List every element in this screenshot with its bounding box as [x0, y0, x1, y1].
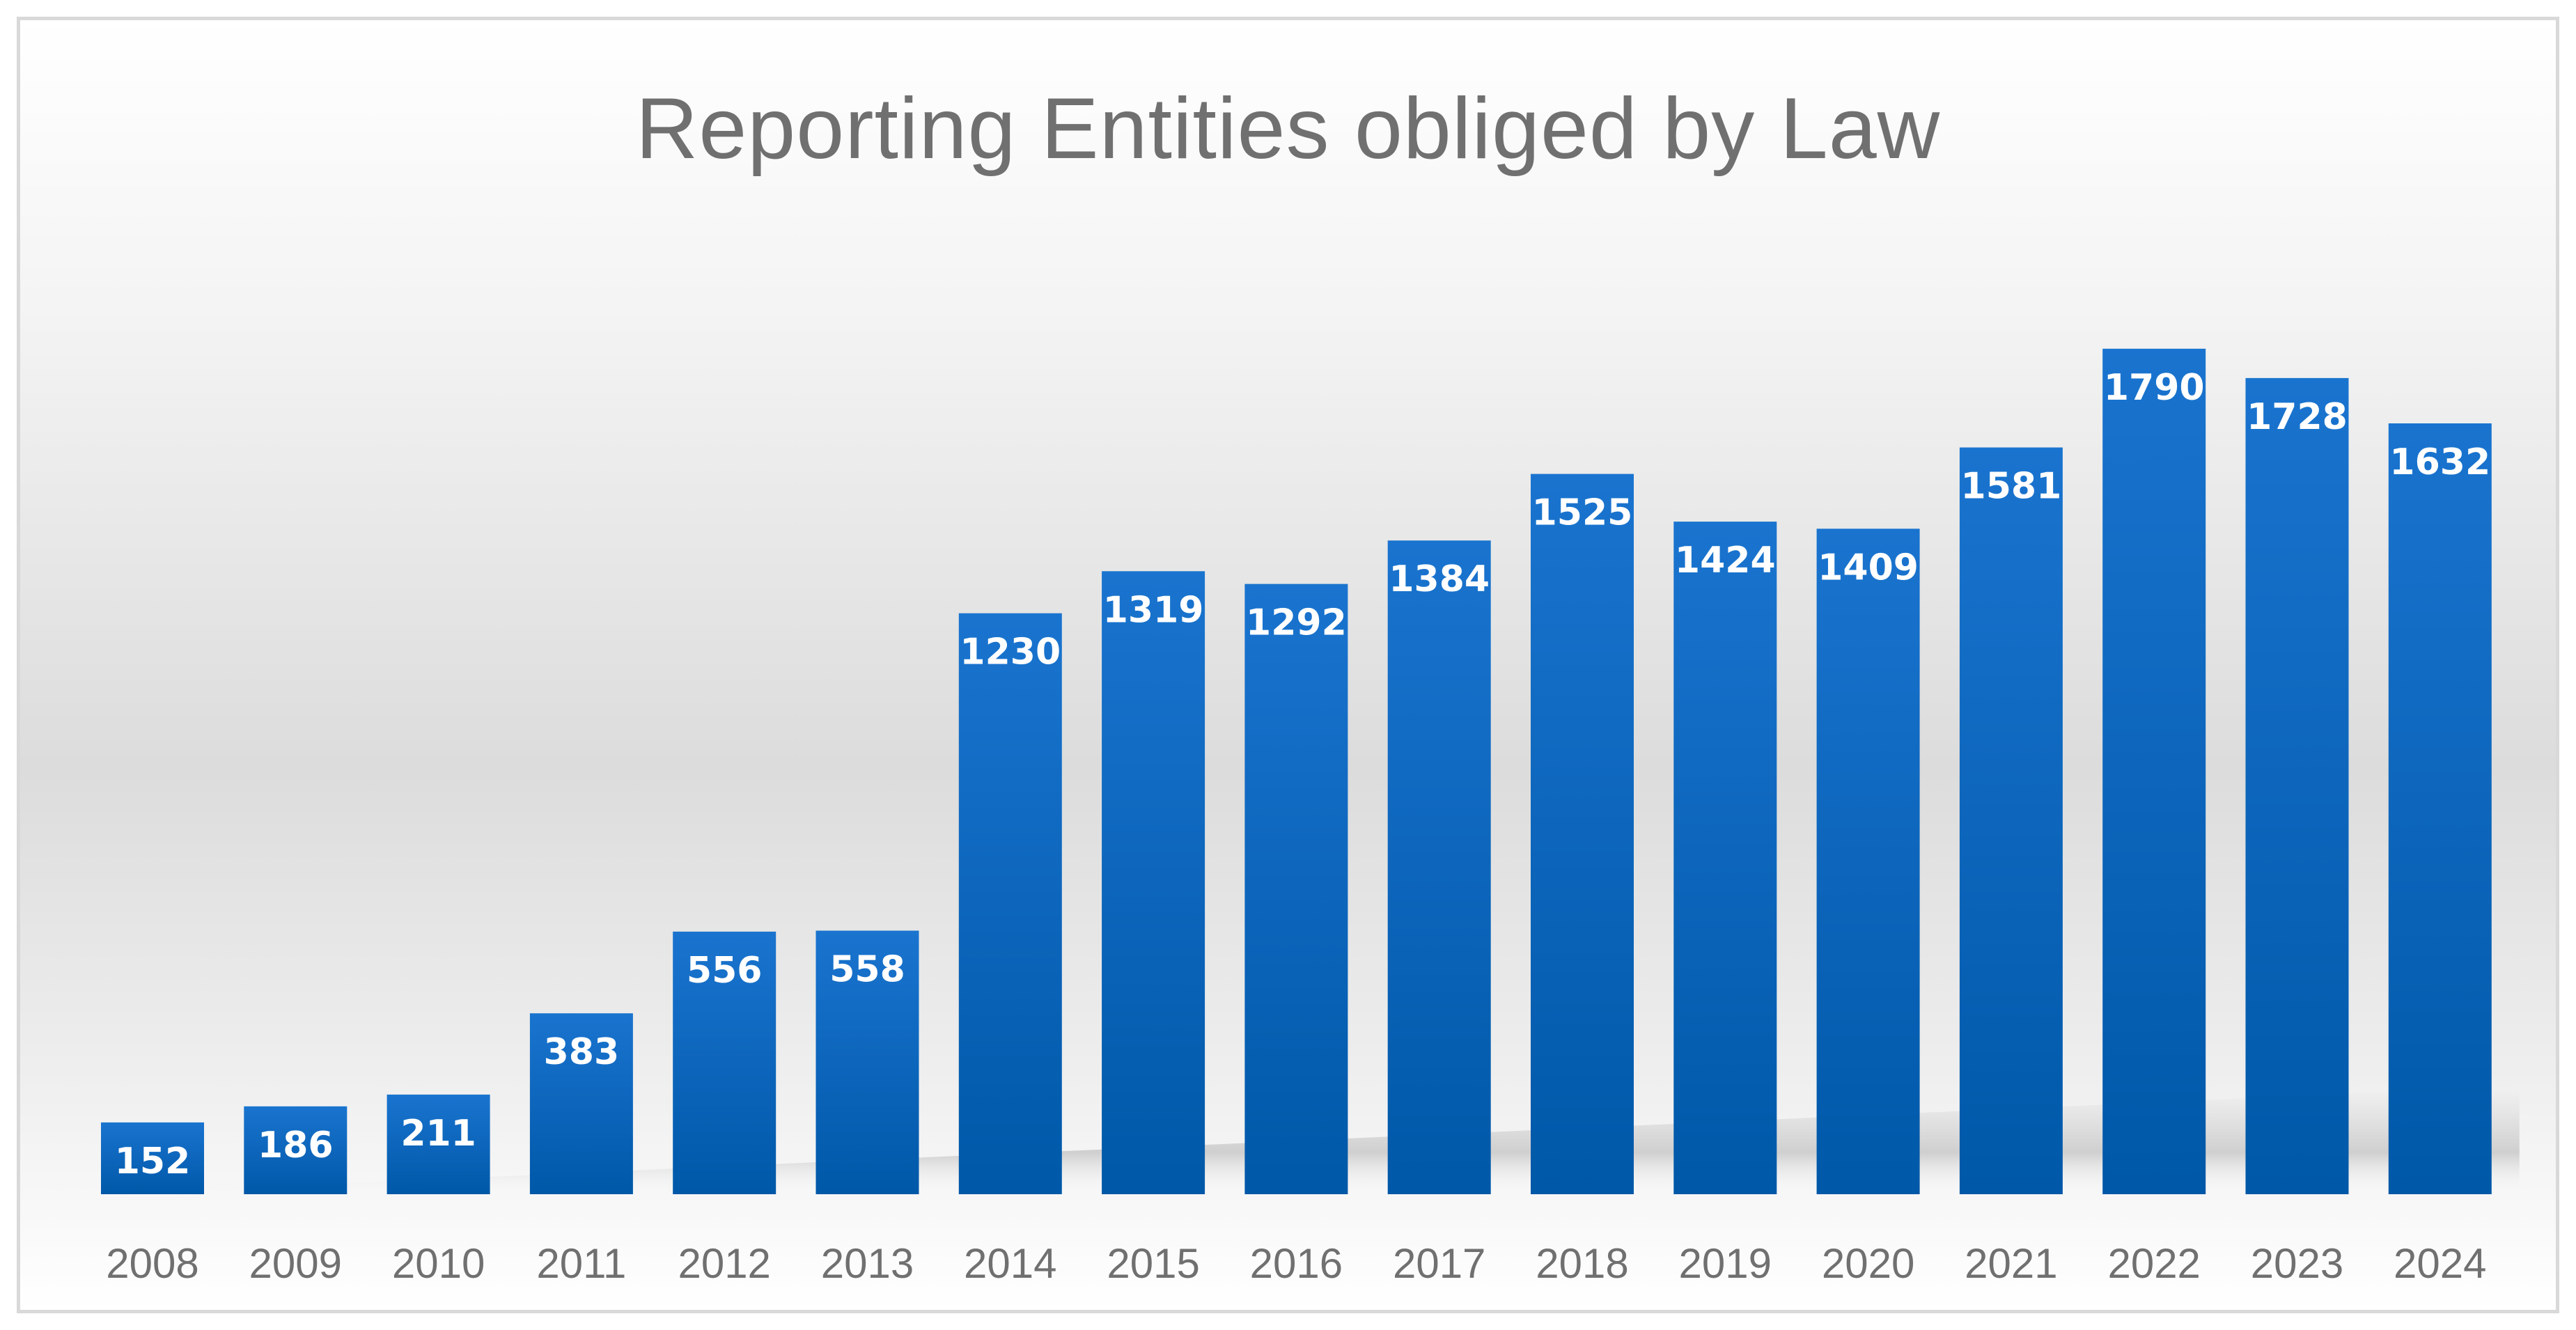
- bar-2022: [2102, 348, 2206, 1194]
- bar-2017: [1387, 540, 1491, 1194]
- data-label-2018: 1525: [1532, 492, 1633, 534]
- x-axis-ticks: 2008 2009 2010 2011 2012 2013 2014 2015 2016 2017…: [106, 1240, 2486, 1287]
- bar-2016: [1244, 584, 1348, 1194]
- bar-chart-plot: 152 186 211 383 556 558 1230 1319 1292 1384 1525 14…: [101, 348, 2520, 1287]
- chart-frame: Reporting Entities obliged by Law 152 186…: [17, 17, 2559, 1313]
- data-label-2015: 1319: [1103, 589, 1204, 631]
- x-tick-2014: 2014: [964, 1240, 1056, 1287]
- x-tick-2024: 2024: [2394, 1240, 2486, 1287]
- bar-2024: [2388, 423, 2492, 1194]
- x-tick-2008: 2008: [106, 1240, 198, 1287]
- data-label-2009: 186: [258, 1125, 334, 1166]
- data-label-2012: 556: [687, 950, 763, 992]
- value-labels: 152 186 211 383 556 558 1230 1319 1292 1384 1525 14…: [115, 367, 2490, 1182]
- data-label-2008: 152: [115, 1141, 191, 1182]
- x-tick-2020: 2020: [1822, 1240, 1914, 1287]
- bar-2021: [1959, 447, 2063, 1194]
- data-label-2023: 1728: [2247, 396, 2348, 438]
- x-tick-2011: 2011: [536, 1240, 626, 1287]
- bar-2008: [101, 1122, 204, 1194]
- bar-2014: [958, 613, 1062, 1194]
- bar-2015: [1102, 571, 1205, 1194]
- bar-2020: [1816, 529, 1920, 1194]
- bar-2011: [529, 1013, 633, 1194]
- data-label-2021: 1581: [1961, 466, 2062, 508]
- bar-2013: [815, 930, 919, 1194]
- bar-2018: [1531, 474, 1634, 1194]
- x-tick-2017: 2017: [1393, 1240, 1485, 1287]
- data-label-2022: 1790: [2104, 367, 2205, 409]
- x-tick-2018: 2018: [1536, 1240, 1628, 1287]
- data-label-2017: 1384: [1389, 558, 1490, 600]
- bar-2009: [244, 1106, 348, 1194]
- data-label-2020: 1409: [1818, 547, 1919, 588]
- x-tick-2012: 2012: [678, 1240, 770, 1287]
- x-tick-2023: 2023: [2251, 1240, 2343, 1287]
- chart-title: Reporting Entities obliged by Law: [635, 81, 1941, 177]
- data-label-2013: 558: [829, 949, 905, 991]
- data-label-2019: 1424: [1675, 540, 1776, 581]
- x-tick-2016: 2016: [1250, 1240, 1343, 1287]
- data-label-2016: 1292: [1246, 602, 1347, 644]
- x-tick-2015: 2015: [1107, 1240, 1199, 1287]
- data-label-2014: 1230: [960, 632, 1061, 673]
- x-tick-2009: 2009: [249, 1240, 342, 1287]
- x-tick-2022: 2022: [2107, 1240, 2200, 1287]
- bar-2012: [673, 931, 776, 1194]
- x-tick-2013: 2013: [821, 1240, 914, 1287]
- bars: [101, 348, 2492, 1194]
- bar-2010: [387, 1094, 490, 1194]
- bar-2023: [2245, 377, 2349, 1194]
- data-label-2010: 211: [400, 1113, 476, 1155]
- data-label-2011: 383: [544, 1031, 620, 1073]
- x-tick-2021: 2021: [1965, 1240, 2057, 1287]
- data-label-2024: 1632: [2389, 441, 2490, 483]
- x-tick-2019: 2019: [1679, 1240, 1772, 1287]
- x-tick-2010: 2010: [392, 1240, 485, 1287]
- bar-2019: [1673, 522, 1777, 1194]
